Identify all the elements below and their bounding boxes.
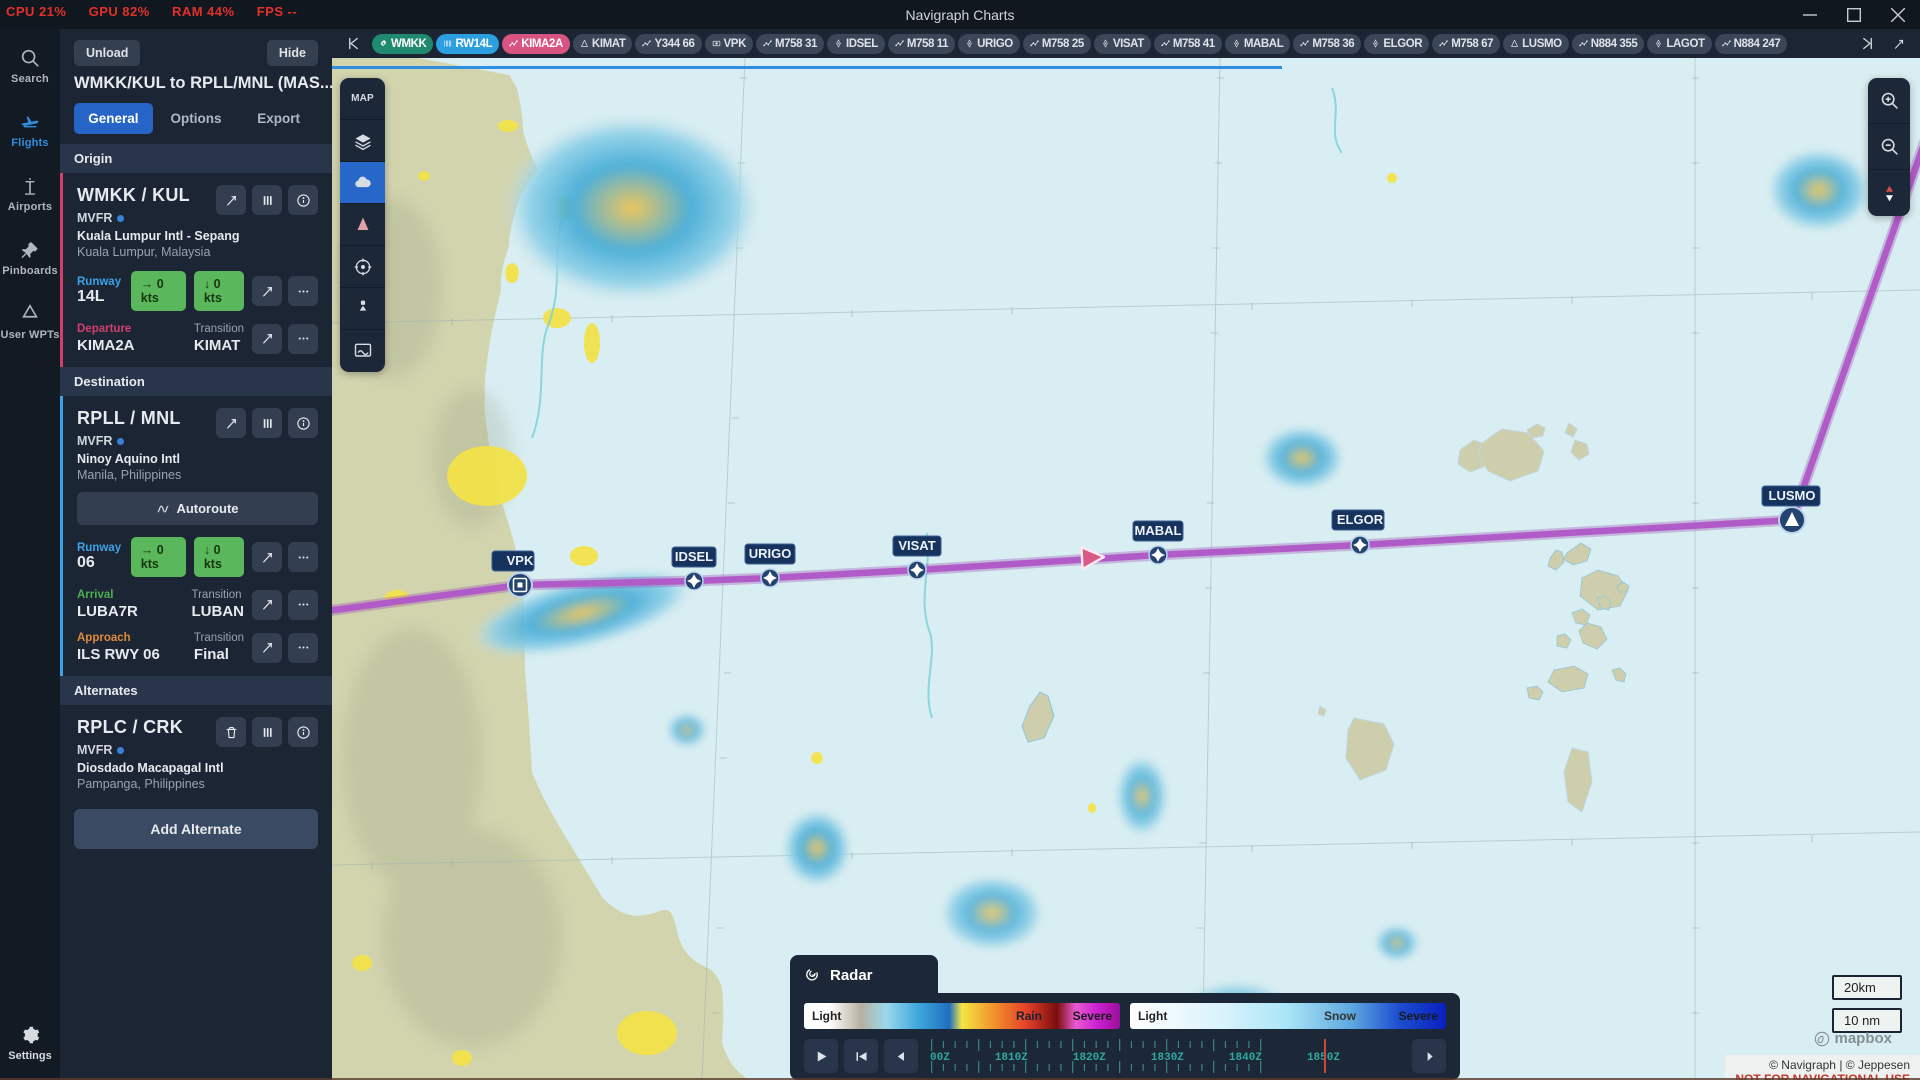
svg-text:LUSMO: LUSMO (1769, 488, 1816, 503)
svg-text:MABAL: MABAL (1135, 523, 1182, 538)
svg-text:VISAT: VISAT (898, 538, 935, 553)
svg-text:VPK: VPK (507, 553, 534, 568)
svg-text:URIGO: URIGO (749, 546, 792, 561)
svg-text:ELGOR: ELGOR (1337, 512, 1384, 527)
svg-text:IDSEL: IDSEL (675, 549, 713, 564)
